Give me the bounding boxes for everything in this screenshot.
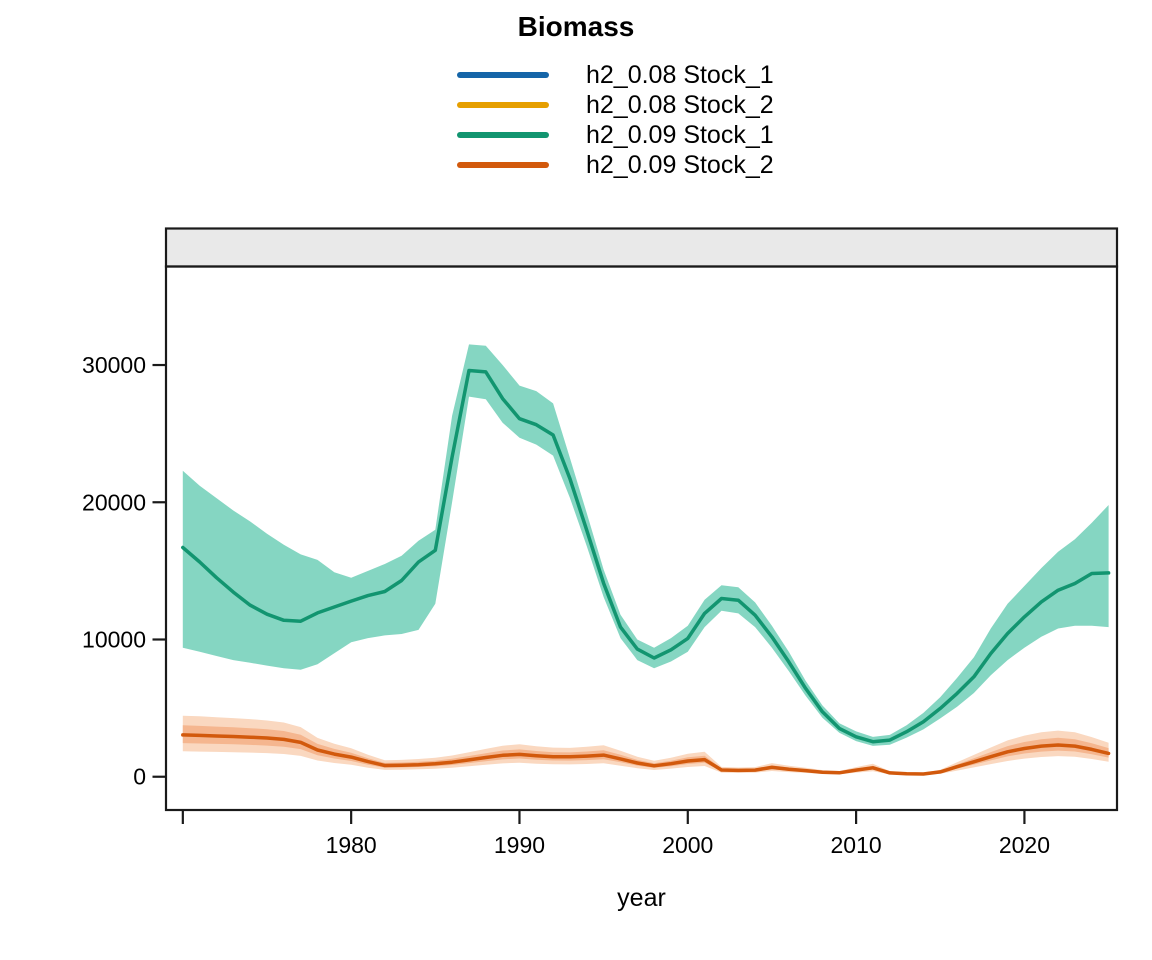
legend-key-line (457, 72, 549, 78)
legend-item-label: h2_0.09 Stock_2 (586, 151, 774, 179)
legend-key-line (457, 102, 549, 108)
x-axis-title: year (617, 884, 666, 912)
x-tick-label: 2020 (999, 832, 1050, 858)
x-tick-label: 2000 (662, 832, 713, 858)
y-tick-label: 10000 (82, 626, 146, 652)
y-tick-label: 30000 (82, 352, 146, 378)
x-tick-label: 2010 (831, 832, 882, 858)
series-line-h2-0-09-stock-2 (181, 733, 1111, 776)
plot-title: Biomass (517, 11, 635, 42)
legend-key-line (457, 162, 549, 168)
series-line-h2-0-09-stock-1 (181, 368, 1111, 744)
x-tick-label: 1980 (326, 832, 377, 858)
y-tick-label: 20000 (82, 489, 146, 515)
y-tick-label: 0 (133, 764, 146, 790)
band-h2-0-09-stock-1 (182, 344, 1109, 746)
legend-item-h2-008-stock-2: h2_0.08 Stock_2 (457, 90, 774, 120)
legend-item-label: h2_0.08 Stock_2 (586, 91, 774, 119)
x-tick-label: 1990 (494, 832, 545, 858)
panel-border (164, 265, 1119, 812)
legend: h2_0.08 Stock_1 h2_0.08 Stock_2 h2_0.09 … (457, 60, 774, 180)
facet-strip (164, 227, 1119, 268)
legend-item-h2-008-stock-1: h2_0.08 Stock_1 (457, 60, 774, 90)
legend-key-line (457, 132, 549, 138)
legend-item-h2-009-stock-1: h2_0.09 Stock_1 (457, 120, 774, 150)
band-inner-h2-0-09-stock-2 (182, 725, 1109, 775)
legend-item-h2-009-stock-2: h2_0.09 Stock_2 (457, 150, 774, 180)
band-outer-h2-0-09-stock-2 (182, 715, 1109, 776)
legend-item-label: h2_0.08 Stock_1 (586, 61, 774, 89)
legend-item-label: h2_0.09 Stock_1 (586, 121, 774, 149)
